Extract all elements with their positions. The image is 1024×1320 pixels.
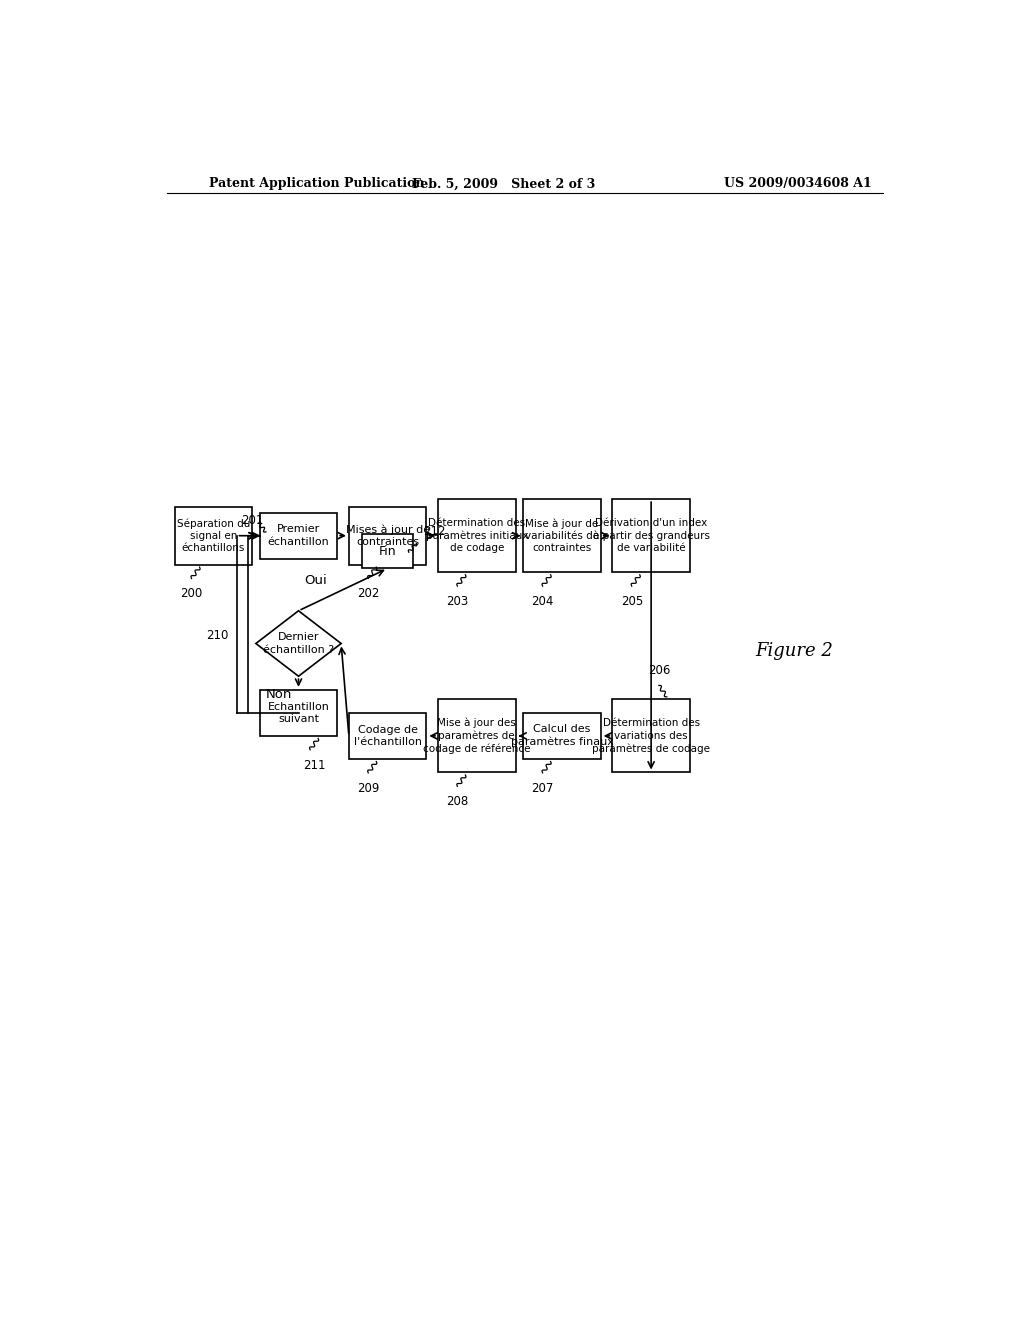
Text: Premier
échantillon: Premier échantillon <box>267 524 330 546</box>
Text: Détermination des
variations des
paramètres de codage: Détermination des variations des paramèt… <box>592 718 710 754</box>
Text: Non: Non <box>266 688 292 701</box>
Text: 203: 203 <box>446 595 469 609</box>
Text: Echantillon
suivant: Echantillon suivant <box>267 702 330 723</box>
Text: Patent Application Publication: Patent Application Publication <box>209 177 425 190</box>
Text: Calcul des
paramètres finaux: Calcul des paramètres finaux <box>511 725 613 747</box>
Text: Figure 2: Figure 2 <box>756 643 834 660</box>
Text: 202: 202 <box>357 587 380 601</box>
FancyBboxPatch shape <box>260 689 337 737</box>
Text: Séparation du
signal en
échantillons: Séparation du signal en échantillons <box>176 517 250 553</box>
Text: US 2009/0034608 A1: US 2009/0034608 A1 <box>725 177 872 190</box>
Text: Dernier
échantillon ?: Dernier échantillon ? <box>263 632 334 655</box>
Polygon shape <box>256 611 341 676</box>
FancyBboxPatch shape <box>260 512 337 558</box>
FancyBboxPatch shape <box>612 700 690 772</box>
Text: 204: 204 <box>531 595 554 609</box>
Text: Oui: Oui <box>305 574 328 587</box>
FancyBboxPatch shape <box>174 507 252 565</box>
Text: 207: 207 <box>531 781 554 795</box>
Text: Mise à jour des
paramètres de
codage de référence: Mise à jour des paramètres de codage de … <box>423 718 530 754</box>
Text: 212: 212 <box>423 525 445 539</box>
Text: Mise à jour de
variabilités de
contraintes: Mise à jour de variabilités de contraint… <box>525 517 599 553</box>
Text: Feb. 5, 2009   Sheet 2 of 3: Feb. 5, 2009 Sheet 2 of 3 <box>413 177 596 190</box>
Text: Détermination des
paramètres initiaux
de codage: Détermination des paramètres initiaux de… <box>426 517 528 553</box>
FancyBboxPatch shape <box>612 499 690 573</box>
Text: Mises à jour de
contraintes: Mises à jour de contraintes <box>345 524 430 548</box>
FancyBboxPatch shape <box>523 713 601 759</box>
Text: 201: 201 <box>241 513 263 527</box>
FancyBboxPatch shape <box>349 507 426 565</box>
Text: 211: 211 <box>303 759 326 772</box>
Text: 206: 206 <box>648 664 670 677</box>
FancyBboxPatch shape <box>362 533 413 569</box>
Text: Fin: Fin <box>379 545 396 557</box>
FancyBboxPatch shape <box>438 499 515 573</box>
Text: 208: 208 <box>446 795 469 808</box>
Text: 200: 200 <box>180 587 203 601</box>
Text: 205: 205 <box>621 595 643 609</box>
Text: Codage de
l'échantillon: Codage de l'échantillon <box>353 725 422 747</box>
Text: 210: 210 <box>207 630 228 643</box>
Text: 209: 209 <box>357 781 380 795</box>
FancyBboxPatch shape <box>349 713 426 759</box>
FancyBboxPatch shape <box>523 499 601 573</box>
Text: Dérivation d'un index
à partir des grandeurs
de variabilité: Dérivation d'un index à partir des grand… <box>593 517 710 553</box>
FancyBboxPatch shape <box>438 700 515 772</box>
